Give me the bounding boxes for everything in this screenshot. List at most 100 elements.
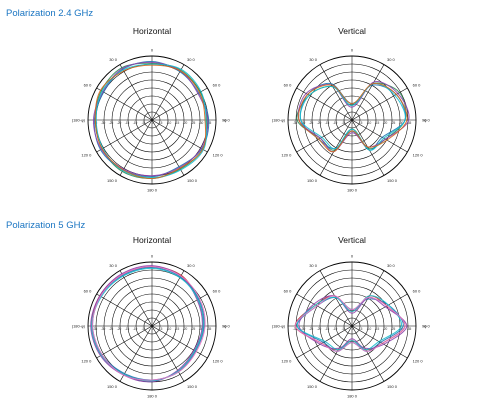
angle-tick-label: 0 bbox=[351, 253, 354, 258]
series-line bbox=[297, 81, 410, 153]
angle-tick-label: 60 0 bbox=[413, 288, 422, 293]
radial-tick-label: -5 bbox=[142, 121, 145, 125]
radial-tick-label: -10 bbox=[167, 327, 172, 331]
angle-tick-label: 180 0 bbox=[147, 393, 158, 398]
grid-spoke bbox=[96, 325, 153, 359]
radial-tick-label: -5 bbox=[160, 327, 163, 331]
grid-spoke bbox=[351, 119, 408, 153]
radial-tick-label: -25 bbox=[191, 121, 196, 125]
radial-tick-label: -30 bbox=[199, 121, 204, 125]
radial-tick-label: -15 bbox=[375, 121, 380, 125]
grid-spoke bbox=[296, 87, 353, 121]
angle-tick-label: 60 0 bbox=[284, 82, 293, 87]
angle-tick-label: 60 0 bbox=[284, 288, 293, 293]
radial-tick-label: -35 bbox=[407, 327, 412, 331]
section-title-5ghz: Polarization 5 GHz bbox=[6, 220, 86, 231]
series-line bbox=[296, 82, 407, 151]
angle-tick-label: 30 0 bbox=[109, 57, 118, 62]
series-line bbox=[298, 295, 408, 349]
angle-tick-label: 150 0 bbox=[187, 384, 198, 389]
radial-tick-label: -30 bbox=[399, 121, 404, 125]
angle-tick-label: 90 0 bbox=[422, 117, 431, 122]
grid-spoke bbox=[119, 325, 153, 382]
radial-tick-label: -30 bbox=[301, 327, 306, 331]
angle-tick-label: (180-φ) bbox=[272, 117, 286, 122]
series-line bbox=[294, 295, 406, 352]
angle-tick-label: 30 0 bbox=[309, 263, 318, 268]
grid-spoke bbox=[351, 293, 408, 327]
phi-label: φ bbox=[224, 118, 227, 123]
polar-chart-4: Vertical 0 30 0 60 0 90 0 120 0 150 0 180 0 150 … bbox=[272, 235, 431, 398]
radial-tick-label: -5 bbox=[342, 121, 345, 125]
radial-tick-label: -20 bbox=[183, 121, 188, 125]
radial-tick-label: -10 bbox=[333, 327, 338, 331]
radial-tick-label: -15 bbox=[175, 327, 180, 331]
grid-spoke bbox=[96, 87, 153, 121]
chart-title: Vertical bbox=[338, 26, 366, 36]
polar-chart-3: Horizontal 0 30 0 60 0 90 0 120 0 150 0 180 0 15… bbox=[72, 235, 231, 398]
angle-tick-label: (180-φ) bbox=[72, 323, 86, 328]
angle-tick-label: 150 0 bbox=[387, 384, 398, 389]
series-line bbox=[296, 295, 402, 351]
grid-spoke bbox=[296, 325, 353, 359]
radial-tick-label: -20 bbox=[317, 327, 322, 331]
polar-chart-2: Vertical 0 30 0 60 0 90 0 120 0 150 0 180 0 150 … bbox=[272, 26, 431, 192]
angle-tick-label: 60 0 bbox=[213, 82, 222, 87]
angle-tick-label: 60 0 bbox=[413, 82, 422, 87]
radial-tick-label: -15 bbox=[375, 327, 380, 331]
angle-tick-label: 90 0 bbox=[422, 323, 431, 328]
section-title-2-4ghz: Polarization 2.4 GHz bbox=[6, 8, 94, 19]
angle-tick-label: 0 bbox=[151, 253, 154, 258]
radial-tick-label: -15 bbox=[325, 121, 330, 125]
radial-tick-label: -15 bbox=[125, 121, 130, 125]
radial-tick-label: -25 bbox=[191, 327, 196, 331]
angle-tick-label: 150 0 bbox=[307, 178, 318, 183]
grid-spoke bbox=[119, 270, 153, 327]
grid-spoke bbox=[351, 119, 385, 176]
grid-spoke bbox=[119, 119, 153, 176]
radial-tick-label: -5 bbox=[360, 121, 363, 125]
angle-tick-label: 0 bbox=[351, 47, 354, 52]
radial-tick-label: -10 bbox=[333, 121, 338, 125]
angle-tick-label: 60 0 bbox=[84, 288, 93, 293]
radial-tick-label: -10 bbox=[367, 121, 372, 125]
grid-spoke bbox=[296, 119, 353, 153]
series-line bbox=[90, 265, 203, 383]
radial-tick-label: -10 bbox=[133, 327, 138, 331]
angle-tick-label: 90 0 bbox=[222, 117, 231, 122]
radial-tick-label: -35 bbox=[93, 327, 98, 331]
series-line bbox=[92, 266, 206, 381]
phi-label: φ bbox=[424, 324, 427, 329]
grid-spoke bbox=[151, 64, 185, 121]
angle-tick-label: 150 0 bbox=[387, 178, 398, 183]
angle-tick-label: 30 0 bbox=[387, 263, 396, 268]
grid-spoke bbox=[96, 119, 153, 153]
radial-tick-label: -15 bbox=[125, 327, 130, 331]
grid-spoke bbox=[351, 325, 385, 382]
radial-tick-label: 0 bbox=[352, 327, 354, 331]
angle-tick-label: (180-φ) bbox=[272, 323, 286, 328]
grid-spoke bbox=[151, 325, 185, 382]
radial-tick-label: -10 bbox=[367, 327, 372, 331]
series-line bbox=[299, 82, 407, 151]
radial-tick-label: -30 bbox=[101, 121, 106, 125]
radial-tick-label: -25 bbox=[109, 327, 114, 331]
angle-tick-label: 30 0 bbox=[309, 57, 318, 62]
angle-tick-label: 120 0 bbox=[81, 358, 92, 363]
radial-tick-label: -20 bbox=[117, 327, 122, 331]
grid-spoke bbox=[319, 119, 353, 176]
angle-tick-label: 120 0 bbox=[281, 358, 292, 363]
series-line bbox=[91, 267, 204, 382]
angle-tick-label: 120 0 bbox=[413, 358, 424, 363]
radial-tick-label: -20 bbox=[317, 121, 322, 125]
angle-tick-label: 30 0 bbox=[109, 263, 118, 268]
radial-tick-label: -35 bbox=[407, 121, 412, 125]
radial-tick-label: 0 bbox=[152, 121, 154, 125]
angle-tick-label: 30 0 bbox=[387, 57, 396, 62]
grid-spoke bbox=[151, 119, 185, 176]
angle-tick-label: 150 0 bbox=[187, 178, 198, 183]
chart-title: Vertical bbox=[338, 235, 366, 245]
radial-tick-label: -5 bbox=[342, 327, 345, 331]
angle-tick-label: 150 0 bbox=[307, 384, 318, 389]
